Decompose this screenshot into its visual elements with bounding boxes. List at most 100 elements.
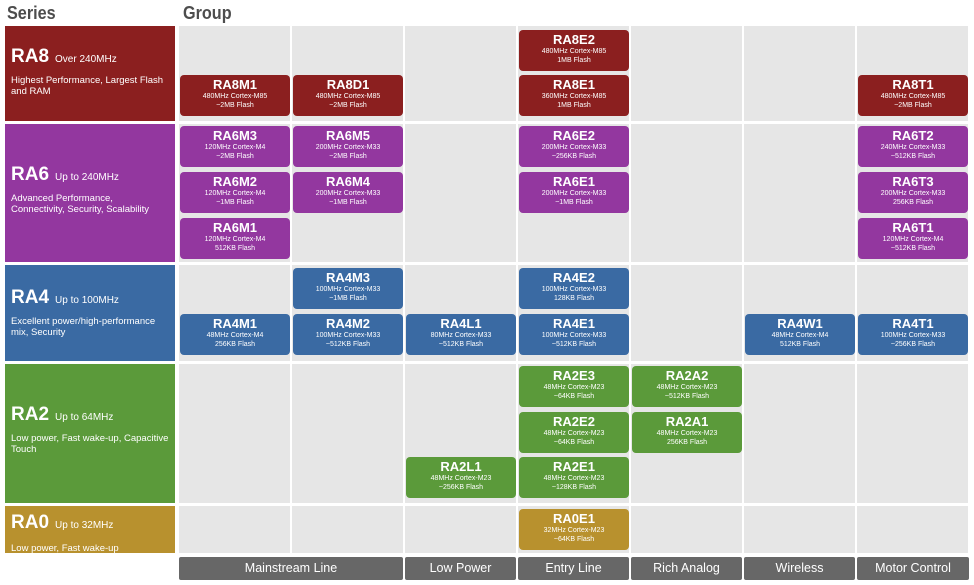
chip-ra2l1[interactable]: RA2L1 48MHz Cortex-M23 ~256KB Flash	[406, 457, 516, 498]
chip-flash: 1MB Flash	[557, 102, 591, 109]
chip-flash: ~512KB Flash	[438, 341, 484, 348]
chip-name: RA6M4	[325, 174, 371, 189]
chip-name: RA4T1	[892, 316, 934, 331]
chip-core: 120MHz Cortex-M4	[204, 144, 266, 151]
chip-ra6m1[interactable]: RA6M1 120MHz Cortex-M4 512KB Flash	[180, 218, 290, 259]
group-header: Group	[183, 3, 232, 23]
chip-ra6t2[interactable]: RA6T2 240MHz Cortex-M33 ~512KB Flash	[858, 126, 968, 167]
group-label-low-power: Low Power	[405, 557, 516, 580]
chip-flash: 256KB Flash	[892, 199, 934, 206]
cell-bg	[405, 506, 516, 553]
chip-flash: ~512KB Flash	[551, 341, 597, 348]
chip-ra8t1[interactable]: RA8T1 480MHz Cortex-M85 ~2MB Flash	[858, 75, 968, 116]
chip-name: RA6T1	[892, 220, 934, 235]
chip-core: 120MHz Cortex-M4	[882, 236, 944, 243]
chip-flash: ~128KB Flash	[551, 484, 597, 491]
chip-ra8m1[interactable]: RA8M1 480MHz Cortex-M85 ~2MB Flash	[180, 75, 290, 116]
series-header: Series	[7, 3, 56, 23]
chip-ra2a1[interactable]: RA2A1 48MHz Cortex-M23 256KB Flash	[632, 412, 742, 453]
chip-name: RA2E3	[553, 368, 595, 383]
chip-flash: 512KB Flash	[214, 245, 256, 252]
chip-name: RA6M3	[212, 128, 258, 143]
cell-bg	[405, 124, 516, 262]
series-description: Excellent power/high-performance mix, Se…	[11, 316, 156, 338]
chip-core: 100MHz Cortex-M33	[315, 286, 381, 293]
chip-ra6e2[interactable]: RA6E2 200MHz Cortex-M33 ~256KB Flash	[519, 126, 629, 167]
cell-bg	[744, 26, 855, 121]
chip-core: 240MHz Cortex-M33	[880, 144, 946, 151]
chip-ra6m4[interactable]: RA6M4 200MHz Cortex-M33 ~1MB Flash	[293, 172, 403, 213]
chip-name: RA6T3	[892, 174, 934, 189]
chip-name: RA2A2	[665, 368, 709, 383]
chip-ra6m3[interactable]: RA6M3 120MHz Cortex-M4 ~2MB Flash	[180, 126, 290, 167]
series-block-ra0: RA0 Up to 32MHz Low power, Fast wake-up	[5, 506, 175, 554]
series-code: RA8	[11, 46, 50, 67]
chip-ra8e2[interactable]: RA8E2 480MHz Cortex-M85 1MB Flash	[519, 30, 629, 71]
chip-flash: ~2MB Flash	[329, 102, 367, 109]
chip-core: 360MHz Cortex-M85	[541, 93, 607, 100]
chip-flash: ~256KB Flash	[551, 153, 597, 160]
chip-flash: 256KB Flash	[214, 341, 256, 348]
chip-ra8e1[interactable]: RA8E1 360MHz Cortex-M85 1MB Flash	[519, 75, 629, 116]
chip-core: 100MHz Cortex-M33	[880, 332, 946, 339]
chip-flash: ~256KB Flash	[890, 341, 936, 348]
chip-name: RA6M1	[212, 220, 258, 235]
series-block-ra2: RA2 Up to 64MHz Low power, Fast wake-up, C…	[5, 364, 175, 503]
chip-ra4m3[interactable]: RA4M3 100MHz Cortex-M33 ~1MB Flash	[293, 268, 403, 309]
chip-name: RA2E2	[553, 414, 595, 429]
series-name: RA8 Over 240MHz	[11, 46, 169, 68]
chip-core: 480MHz Cortex-M85	[541, 48, 607, 55]
cell-bg	[292, 506, 403, 553]
chip-flash: ~2MB Flash	[329, 153, 367, 160]
chip-ra2e3[interactable]: RA2E3 48MHz Cortex-M23 ~64KB Flash	[519, 366, 629, 407]
chip-ra0e1[interactable]: RA0E1 32MHz Cortex-M23 ~64KB Flash	[519, 509, 629, 550]
chip-flash: 256KB Flash	[666, 439, 708, 446]
chip-ra6t1[interactable]: RA6T1 120MHz Cortex-M4 ~512KB Flash	[858, 218, 968, 259]
chip-ra4e2[interactable]: RA4E2 100MHz Cortex-M33 128KB Flash	[519, 268, 629, 309]
cell-bg	[857, 506, 968, 553]
chip-ra2e1[interactable]: RA2E1 48MHz Cortex-M23 ~128KB Flash	[519, 457, 629, 498]
chip-ra4t1[interactable]: RA4T1 100MHz Cortex-M33 ~256KB Flash	[858, 314, 968, 355]
series-name: RA4 Up to 100MHz	[11, 287, 169, 309]
chip-name: RA4L1	[440, 316, 482, 331]
series-speed: Up to 240MHz	[55, 172, 119, 183]
chip-name: RA4M2	[325, 316, 371, 331]
group-label-entry-line: Entry Line	[518, 557, 629, 580]
chip-ra6m5[interactable]: RA6M5 200MHz Cortex-M33 ~2MB Flash	[293, 126, 403, 167]
chip-ra4m1[interactable]: RA4M1 48MHz Cortex-M4 256KB Flash	[180, 314, 290, 355]
chip-flash: ~1MB Flash	[329, 199, 367, 206]
chip-ra4l1[interactable]: RA4L1 80MHz Cortex-M33 ~512KB Flash	[406, 314, 516, 355]
chip-ra8d1[interactable]: RA8D1 480MHz Cortex-M85 ~2MB Flash	[293, 75, 403, 116]
chip-name: RA4W1	[777, 316, 823, 331]
chip-core: 48MHz Cortex-M4	[771, 332, 829, 339]
series-description: Low power, Fast wake-up	[11, 543, 119, 554]
chip-ra2a2[interactable]: RA2A2 48MHz Cortex-M23 ~512KB Flash	[632, 366, 742, 407]
chip-ra4e1[interactable]: RA4E1 100MHz Cortex-M33 ~512KB Flash	[519, 314, 629, 355]
chip-ra6t3[interactable]: RA6T3 200MHz Cortex-M33 256KB Flash	[858, 172, 968, 213]
chip-core: 480MHz Cortex-M85	[315, 93, 381, 100]
chip-ra4w1[interactable]: RA4W1 48MHz Cortex-M4 512KB Flash	[745, 314, 855, 355]
chip-name: RA4M1	[212, 316, 258, 331]
cell-bg	[292, 364, 403, 503]
chip-ra2e2[interactable]: RA2E2 48MHz Cortex-M23 ~64KB Flash	[519, 412, 629, 453]
series-code: RA0	[11, 512, 50, 533]
group-label-mainstream-line: Mainstream Line	[179, 557, 403, 580]
chip-core: 120MHz Cortex-M4	[204, 190, 266, 197]
group-label-wireless: Wireless	[744, 557, 855, 580]
chip-name: RA6E2	[553, 128, 595, 143]
chip-core: 80MHz Cortex-M33	[430, 332, 492, 339]
chip-ra6e1[interactable]: RA6E1 200MHz Cortex-M33 ~1MB Flash	[519, 172, 629, 213]
chip-name: RA2E1	[553, 459, 595, 474]
chip-name: RA6T2	[892, 128, 934, 143]
chip-ra6m2[interactable]: RA6M2 120MHz Cortex-M4 ~1MB Flash	[180, 172, 290, 213]
chip-name: RA2A1	[665, 414, 709, 429]
chip-ra4m2[interactable]: RA4M2 100MHz Cortex-M33 ~512KB Flash	[293, 314, 403, 355]
cell-bg	[744, 506, 855, 553]
chip-flash: ~1MB Flash	[555, 199, 593, 206]
series-name: RA0 Up to 32MHz	[11, 512, 169, 534]
series-code: RA4	[11, 287, 50, 308]
cell-bg	[631, 265, 742, 361]
chip-name: RA4E2	[553, 270, 595, 285]
cell-bg	[631, 124, 742, 262]
chip-core: 48MHz Cortex-M23	[656, 384, 718, 391]
